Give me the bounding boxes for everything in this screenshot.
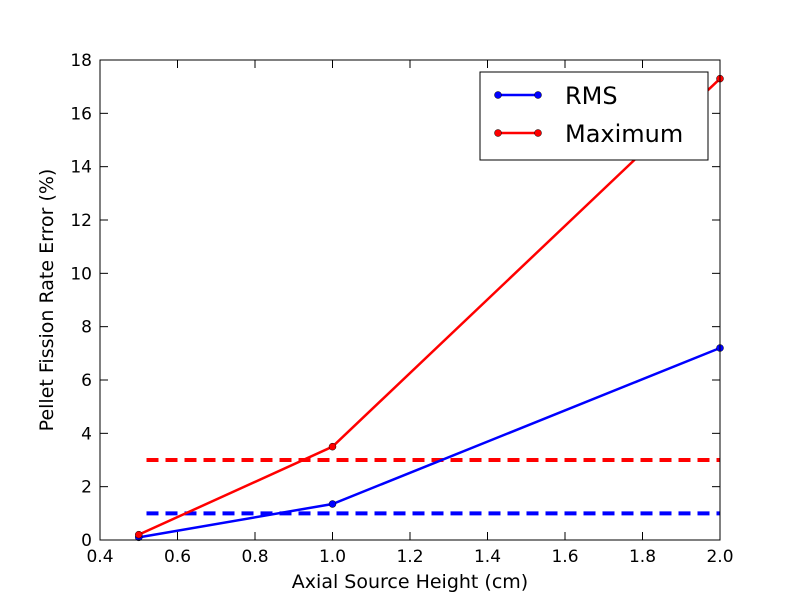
y-tick-label: 4 [81, 424, 92, 444]
x-tick-label: 0.6 [164, 547, 191, 567]
x-tick-label: 1.8 [629, 547, 656, 567]
y-tick-label: 14 [70, 158, 92, 178]
x-tick-label: 1.2 [396, 547, 423, 567]
y-tick-label: 0 [81, 531, 92, 551]
x-tick-label: 1.6 [551, 547, 578, 567]
legend-swatch-marker [494, 91, 502, 99]
x-tick-label: 0.4 [86, 547, 113, 567]
x-axis-title: Axial Source Height (cm) [292, 571, 528, 593]
data-point-maximum [328, 442, 337, 451]
legend: RMS Maximum [479, 71, 709, 161]
y-axis-title: Pellet Fission Rate Error (%) [36, 169, 58, 432]
y-tick-label: 8 [81, 318, 92, 338]
plot-area [135, 74, 724, 542]
x-axis: 0.4 0.6 0.8 1.0 1.2 1.4 1.6 1.8 2.0 [86, 60, 734, 567]
x-tick-label: 1.0 [319, 547, 346, 567]
data-point-rms [328, 500, 337, 508]
y-tick-label: 6 [81, 371, 92, 391]
legend-label: Maximum [565, 120, 683, 148]
y-tick-label: 10 [70, 264, 92, 284]
plot-frame [99, 59, 721, 541]
y-tick-label: 2 [81, 478, 92, 498]
legend-swatch-marker [534, 91, 542, 99]
y-tick-label: 16 [70, 104, 92, 124]
x-tick-label: 1.4 [474, 547, 501, 567]
legend-label: RMS [565, 82, 618, 110]
y-tick-label: 12 [70, 211, 92, 231]
y-axis: 0 2 4 6 8 10 12 14 16 18 [70, 51, 720, 551]
legend-swatch-marker [494, 129, 502, 137]
legend-box [479, 71, 709, 161]
x-tick-label: 2.0 [706, 547, 733, 567]
legend-swatch-marker [534, 129, 542, 137]
y-tick-label: 18 [70, 51, 92, 71]
data-point-maximum [135, 530, 143, 539]
x-tick-label: 0.8 [241, 547, 268, 567]
